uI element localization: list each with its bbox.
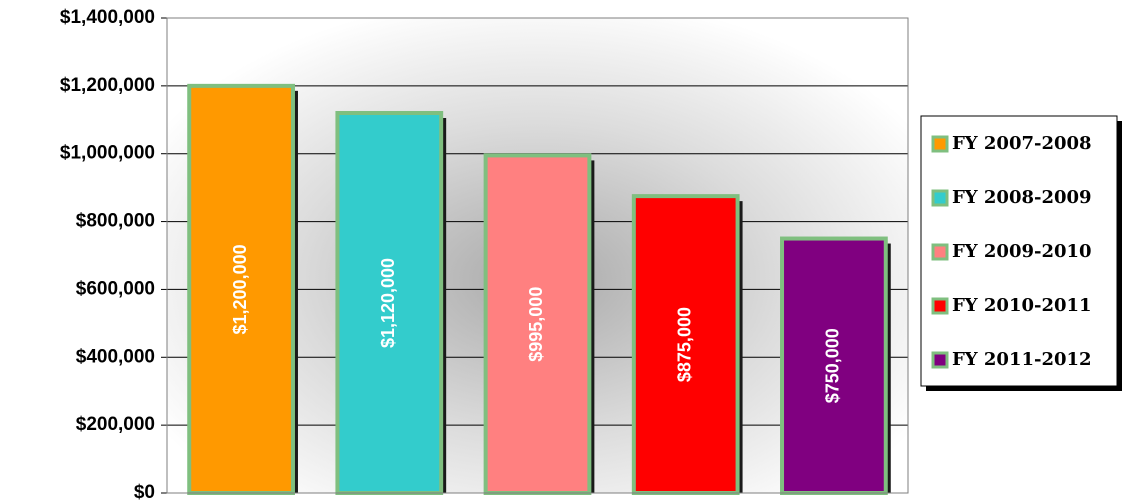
y-axis-ticks: $0 $200,000 $400,000 $600,000 $800,000 $1,000… [60, 7, 167, 503]
bar [631, 194, 740, 495]
bars [187, 83, 891, 496]
legend: FY 2007-2008 FY 2008-2009 FY 2009-2010 FY 2… [920, 115, 1122, 391]
data-label: $1,200,000 [230, 244, 250, 334]
y-tick-label: $400,000 [76, 346, 155, 367]
bar [780, 236, 888, 495]
legend-label: FY 2009-2010 [952, 241, 1092, 262]
bar [335, 111, 444, 495]
legend-label: FY 2010-2011 [952, 295, 1092, 316]
legend-swatch [931, 243, 949, 261]
data-label: $1,120,000 [378, 258, 398, 348]
y-tick-label: $800,000 [76, 211, 155, 232]
legend-swatch [931, 297, 949, 315]
data-label: $875,000 [674, 307, 694, 382]
y-tick-label: $0 [134, 482, 155, 503]
legend-swatch [931, 135, 949, 153]
data-label: $995,000 [526, 287, 546, 362]
data-label: $750,000 [823, 328, 843, 403]
legend-box [920, 115, 1118, 387]
plot-border [166, 17, 909, 494]
y-tick-label: $600,000 [76, 278, 155, 299]
legend-label: FY 2011-2012 [952, 349, 1092, 370]
y-tick-label: $1,200,000 [60, 75, 155, 96]
bar [483, 153, 592, 496]
bar [187, 83, 295, 495]
y-tick-label: $1,400,000 [60, 7, 155, 28]
y-tick-label: $200,000 [76, 414, 155, 435]
legend-label: FY 2008-2009 [952, 187, 1092, 208]
data-labels: $1,200,000 $1,120,000 $995,000 $875,000 $750… [230, 244, 843, 403]
legend-label: FY 2007-2008 [952, 133, 1092, 154]
legend-swatch [931, 189, 949, 207]
legend-swatch [931, 351, 949, 369]
y-tick-label: $1,000,000 [60, 143, 155, 164]
